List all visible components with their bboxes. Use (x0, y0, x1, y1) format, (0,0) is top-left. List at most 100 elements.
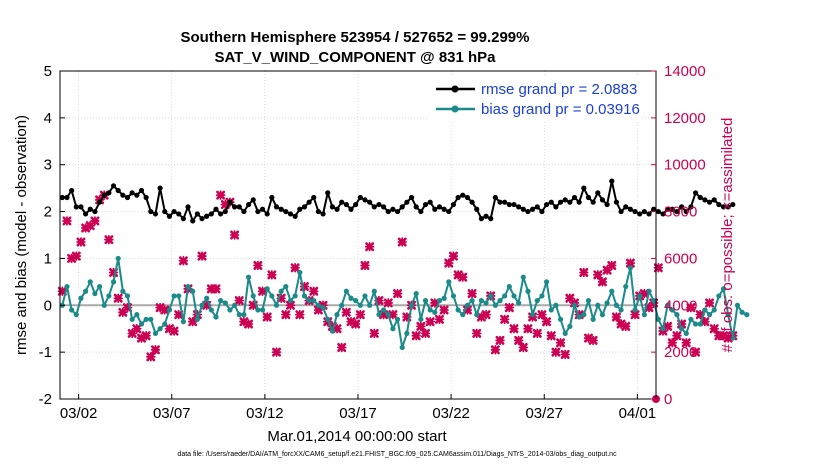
rmse-point (166, 213, 173, 219)
rmse-point (334, 206, 340, 212)
bias-point (478, 298, 484, 304)
bias-point (325, 316, 331, 322)
bias-point (301, 293, 308, 299)
chart-subtitle: SAT_V_WIND_COMPONENT @ 831 hPa (214, 49, 496, 66)
rmse-point (688, 204, 694, 210)
bias-point (734, 302, 741, 308)
obs-assimilated-point (532, 328, 543, 339)
y-tick-label: 1 (44, 250, 52, 267)
rmse-point (264, 211, 270, 217)
rmse-point (613, 199, 620, 205)
obs-assimilated-point (541, 316, 552, 327)
bias-point (516, 300, 522, 306)
obs-assimilated-point (271, 347, 282, 357)
bias-point (436, 298, 443, 304)
obs-assimilated-point (281, 309, 291, 320)
bias-point (506, 283, 512, 290)
rmse-point (478, 216, 484, 222)
bias-point (469, 298, 475, 304)
bias-point (264, 286, 270, 292)
bias-point (269, 293, 275, 299)
bias-point (64, 283, 70, 290)
bias-series (59, 255, 750, 351)
rmse-point (297, 206, 303, 212)
grid-lines (60, 70, 656, 400)
bias-point (562, 330, 568, 336)
rmse-point (199, 216, 205, 222)
rmse-point (278, 206, 284, 212)
rmse-point (511, 201, 517, 208)
bias-point (259, 307, 266, 313)
x-tick-label: 03/02 (60, 405, 98, 422)
rmse-point (148, 208, 154, 215)
bias-point (166, 307, 173, 313)
rmse-point (273, 204, 280, 210)
bias-point (539, 293, 545, 299)
bias-point (278, 288, 284, 294)
bias-point (511, 293, 517, 299)
rmse-point (720, 204, 727, 210)
bias-point (385, 312, 391, 318)
rmse-point (110, 183, 117, 189)
bias-point (599, 312, 606, 318)
bias-point (460, 312, 466, 318)
rmse-point (469, 199, 475, 205)
bias-point (348, 295, 354, 301)
bias-point (413, 290, 419, 297)
legend-rmse-label: rmse grand pr = 2.0883 (481, 81, 637, 98)
bias-point (120, 288, 126, 294)
bias-point (571, 302, 578, 308)
rmse-point (441, 206, 447, 212)
bias-point (83, 288, 89, 294)
bias-point (720, 286, 727, 292)
bias-point (334, 312, 340, 318)
rmse-point (506, 201, 512, 208)
bias-point (134, 312, 140, 318)
bias-point (148, 316, 154, 322)
rmse-point (609, 178, 615, 184)
rmse-point (311, 194, 317, 201)
rmse-point (567, 199, 573, 205)
rmse-point (450, 201, 457, 208)
bias-point (492, 302, 498, 308)
rmse-point (394, 208, 401, 215)
bias-point (697, 321, 703, 327)
rmse-point (292, 213, 298, 219)
obs-assimilated-point (285, 300, 296, 311)
rmse-point (497, 199, 503, 205)
bias-point (329, 328, 335, 334)
bias-point (422, 298, 429, 304)
rmse-point (674, 208, 680, 215)
bias-point (357, 302, 363, 308)
rmse-point (259, 206, 266, 212)
obs-assimilated-point (104, 234, 114, 245)
obs-assimilated-point (560, 349, 570, 360)
rmse-point (348, 206, 354, 212)
bias-point (683, 330, 689, 336)
obs-assimilated-point (332, 323, 342, 334)
bias-point (567, 323, 573, 329)
obs-assimilated-point (509, 323, 519, 334)
rmse-point (432, 206, 438, 212)
rmse-point (623, 204, 629, 210)
bias-point (129, 316, 135, 322)
rmse-point (553, 204, 559, 210)
y2-tick-label: 0 (664, 391, 672, 408)
rmse-point (204, 213, 210, 219)
obs-assimilated-point (388, 309, 398, 320)
rmse-point (716, 201, 722, 208)
rmse-point (376, 201, 382, 208)
bias-point (613, 302, 620, 308)
rmse-point (702, 197, 708, 203)
rmse-point (692, 190, 699, 196)
rmse-point (190, 218, 196, 224)
rmse-point (446, 208, 452, 215)
bias-point (543, 279, 550, 285)
rmse-point (315, 208, 322, 215)
rmse-line (62, 180, 734, 222)
obs-assimilated-point (513, 335, 524, 346)
obs-assimilated-point (709, 323, 719, 334)
rmse-point (683, 208, 689, 215)
obs-assimilated-point (458, 272, 468, 282)
